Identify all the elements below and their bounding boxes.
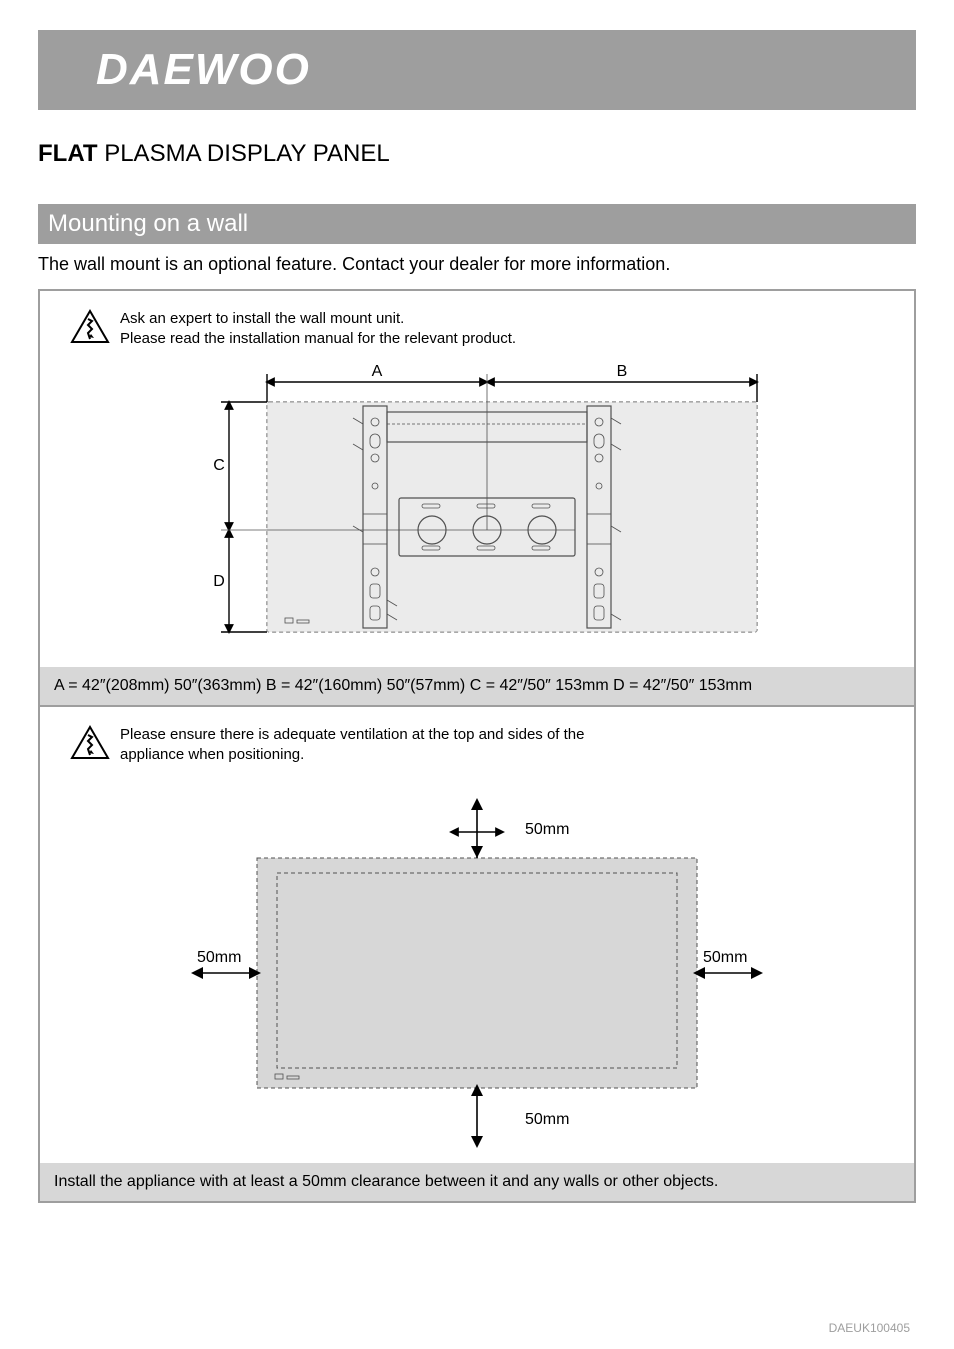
svg-text:50mm: 50mm	[703, 949, 747, 966]
clearance-caption: Install the appliance with at least a 50…	[40, 1163, 914, 1201]
svg-text:C: C	[213, 457, 225, 474]
svg-text:50mm: 50mm	[525, 821, 569, 838]
warning-text-1: Ask an expert to install the wall mount …	[110, 309, 516, 348]
footer-code: DAEUK100405	[829, 1321, 910, 1335]
svg-text:50mm: 50mm	[197, 949, 241, 966]
wall-mount-diagram-block: Ask an expert to install the wall mount …	[40, 291, 914, 705]
warning-row-1: Ask an expert to install the wall mount …	[40, 291, 914, 358]
warning-icon	[70, 309, 110, 345]
svg-text:50mm: 50mm	[525, 1111, 569, 1128]
svg-text:B: B	[617, 363, 628, 380]
mount-diagram: A B C D	[40, 358, 914, 667]
header-bar: DAEWOO	[38, 30, 916, 110]
warning1-line2: Please read the installation manual for …	[120, 329, 516, 349]
clearance-diagram-block: Please ensure there is adequate ventilat…	[40, 705, 914, 1201]
product-family: FLAT	[38, 140, 98, 167]
product-name: PLASMA DISPLAY PANEL	[104, 140, 389, 167]
warning-text-2: Please ensure there is adequate ventilat…	[110, 725, 585, 764]
clearance-diagram: 50mm 50mm 50mm 50mm	[40, 774, 914, 1163]
diagram-container: Ask an expert to install the wall mount …	[38, 289, 916, 1203]
warning-row-2: Please ensure there is adequate ventilat…	[40, 707, 914, 774]
svg-text:D: D	[213, 573, 225, 590]
warning2-line2: appliance when positioning.	[120, 745, 585, 765]
warning2-line1: Please ensure there is adequate ventilat…	[120, 725, 585, 745]
section-title: Mounting on a wall	[38, 204, 916, 244]
warning1-line1: Ask an expert to install the wall mount …	[120, 309, 516, 329]
svg-text:A: A	[372, 363, 383, 380]
warning-icon	[70, 725, 110, 761]
product-title: FLAT PLASMA DISPLAY PANEL	[38, 140, 916, 168]
mount-caption: A = 42″(208mm) 50″(363mm) B = 42″(160mm)…	[40, 667, 914, 705]
intro-text: The wall mount is an optional feature. C…	[38, 254, 916, 275]
brand-logo: DAEWOO	[96, 45, 311, 95]
